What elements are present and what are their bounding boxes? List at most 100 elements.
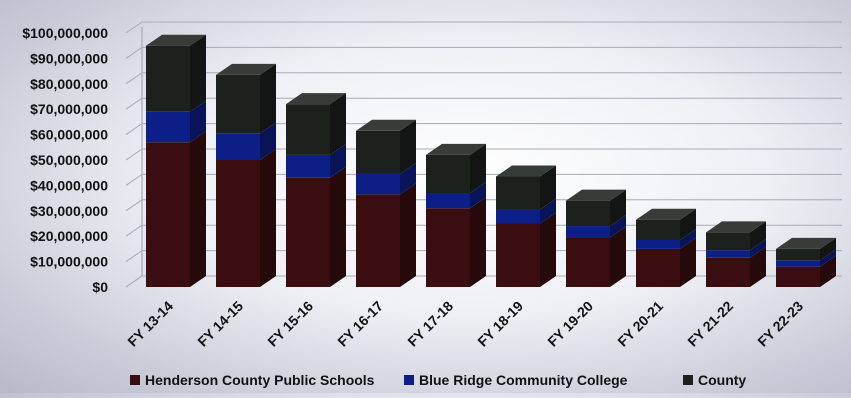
bar-side	[330, 166, 346, 287]
gridline-diagonal	[125, 173, 143, 186]
x-tick-label: FY 21-22	[684, 298, 736, 350]
bar-front	[356, 130, 400, 174]
bar-side	[260, 149, 276, 287]
bar-front	[566, 226, 610, 238]
bar-segment	[776, 237, 836, 261]
bar-top	[146, 34, 206, 46]
bar-front	[426, 154, 470, 194]
y-tick-label: $20,000,000	[30, 228, 108, 244]
bar-segment	[286, 143, 346, 178]
bar-side	[470, 182, 486, 209]
y-tick-label: $0	[92, 279, 108, 295]
bar-front	[286, 154, 330, 178]
gridline-diagonal	[125, 72, 143, 85]
bar-front	[496, 223, 540, 287]
y-tick-label: $60,000,000	[30, 127, 108, 143]
bar-front	[426, 193, 470, 209]
y-tick-label: $100,000,000	[22, 25, 108, 41]
bar-front	[356, 173, 400, 195]
bar-top	[496, 165, 556, 177]
bar-side	[540, 198, 556, 224]
gridline-diagonal	[125, 250, 143, 263]
bar-side	[540, 212, 556, 287]
bar-top	[776, 237, 836, 249]
y-tick-label: $10,000,000	[30, 254, 108, 270]
bar-top	[356, 119, 416, 131]
bar-side	[610, 215, 626, 238]
bar-front	[496, 209, 540, 224]
bar-front	[356, 194, 400, 287]
x-tick-label: FY 15-16	[264, 298, 316, 350]
gridline-diagonal	[125, 224, 143, 237]
bar-front	[566, 237, 610, 287]
gridline-diagonal	[125, 46, 143, 59]
bar-segment	[426, 182, 486, 209]
bar-segment	[146, 100, 206, 143]
legend-swatch	[683, 375, 693, 385]
bar-front	[706, 232, 750, 251]
bar-side	[680, 229, 696, 249]
bar-side	[820, 249, 836, 267]
legend: Henderson County Public Schools Blue Ridg…	[130, 372, 746, 388]
bar-top	[636, 208, 696, 220]
x-tick-label: FY 14-15	[194, 298, 246, 350]
bar-segment	[216, 149, 276, 287]
bar-side	[820, 237, 836, 261]
x-tick-label: FY 19-20	[544, 298, 596, 350]
bar-front	[216, 160, 260, 287]
bar-front	[636, 219, 680, 241]
x-tick-label: FY 18-19	[474, 298, 526, 350]
bar-front	[776, 266, 820, 287]
bar-top	[566, 189, 626, 201]
bar-segment	[636, 237, 696, 287]
bar-segment	[146, 34, 206, 112]
bar-segment	[356, 183, 416, 287]
x-tick-label: FY 13-14	[124, 298, 176, 350]
y-tick-label: $90,000,000	[30, 50, 108, 66]
bar-side	[680, 208, 696, 241]
bars	[146, 34, 836, 287]
legend-label: Blue Ridge Community College	[419, 372, 628, 388]
legend-item: County	[683, 372, 746, 388]
y-tick-label: $70,000,000	[30, 101, 108, 117]
gridline-diagonal	[125, 148, 143, 161]
bar-front	[636, 240, 680, 249]
bar-top	[216, 63, 276, 75]
legend-item: Henderson County Public Schools	[130, 372, 375, 388]
bar-segment	[776, 249, 836, 267]
bar-segment	[566, 189, 626, 227]
y-tick-label: $30,000,000	[30, 203, 108, 219]
bar-segment	[706, 246, 766, 287]
bar-front	[286, 104, 330, 155]
bar-segment	[426, 143, 486, 194]
legend-label: Henderson County Public Schools	[145, 372, 375, 388]
bar-top	[426, 143, 486, 155]
bar-front	[496, 176, 540, 210]
bar-segment	[706, 221, 766, 251]
bar-side	[400, 119, 416, 174]
bar-segment	[636, 208, 696, 241]
bar-side	[750, 246, 766, 287]
bar-side	[610, 189, 626, 227]
legend-item: Blue Ridge Community College	[404, 372, 628, 388]
bar-front	[216, 133, 260, 160]
bar-side	[190, 100, 206, 143]
gridline-diagonal	[125, 123, 143, 136]
bar-segment	[286, 93, 346, 155]
bar-segment	[216, 122, 276, 160]
bar-front	[776, 260, 820, 267]
bar-front	[636, 248, 680, 287]
bar-side	[540, 165, 556, 210]
bar-side	[260, 122, 276, 160]
bar-front	[706, 257, 750, 287]
gridline-diagonal	[125, 275, 143, 288]
y-axis: $0 $10,000,000 $20,000,000 $30,000,000 $40,0…	[22, 25, 108, 295]
bar-segment	[496, 212, 556, 287]
bar-side	[330, 143, 346, 178]
x-tick-label: FY 17-18	[404, 298, 456, 350]
legend-swatch	[404, 375, 414, 385]
bar-front	[146, 45, 190, 112]
bar-segment	[286, 166, 346, 287]
bar-segment	[356, 119, 416, 174]
